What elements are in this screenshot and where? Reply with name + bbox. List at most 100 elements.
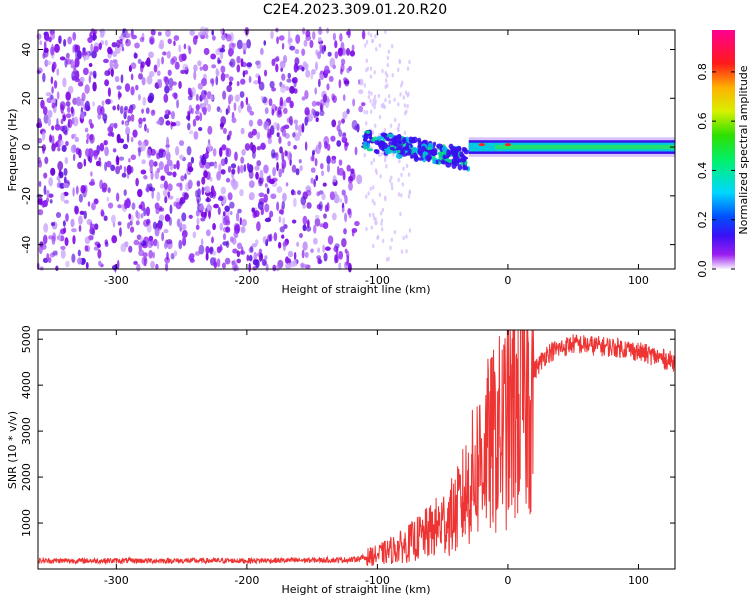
spectrogram-cell [91, 202, 96, 211]
spectrogram-cell [463, 149, 470, 155]
spectrogram-cell [346, 67, 350, 74]
spectrogram-cell [388, 99, 391, 105]
spectrogram-cell [263, 69, 268, 77]
spectrogram-cell [375, 220, 378, 225]
spectrogram-cell [226, 134, 230, 141]
x-tick-label: 100 [628, 274, 649, 287]
spectrogram-cell [52, 232, 57, 242]
spectrogram-cell [340, 68, 343, 75]
spectrogram-cell [370, 91, 373, 96]
spectrogram-cell [397, 192, 401, 197]
spectrogram-cell [65, 140, 69, 147]
spectrogram-cell [374, 168, 378, 173]
spectrogram-cell [49, 134, 52, 143]
spectrogram-cell [207, 211, 212, 218]
spectrogram-cell [90, 178, 95, 186]
spectrogram-cell [378, 114, 382, 120]
spectrogram-cell [166, 239, 173, 245]
spectrogram-cell [254, 165, 260, 171]
spectrogram-cell [127, 115, 132, 122]
spectrogram-cell [265, 263, 269, 272]
spectrogram-cell [276, 36, 280, 45]
spectrogram-cell [227, 165, 232, 173]
spectrogram-cell [203, 170, 208, 179]
spectrogram-cell [103, 58, 109, 64]
spectrogram-cell [318, 201, 323, 212]
spectrogram-cell [287, 72, 292, 79]
spectrogram-cell [36, 69, 41, 75]
spectrogram-cell [105, 98, 111, 105]
spectrogram-cell [315, 144, 321, 155]
spectrogram-cell [209, 176, 213, 182]
spectrogram-cell [278, 168, 283, 178]
spectrogram-cell [306, 202, 312, 209]
spectrogram-cell [67, 36, 73, 45]
spectrogram-cell [386, 62, 389, 68]
spectrogram-cell [239, 91, 245, 98]
spectrogram-cell [385, 164, 388, 169]
spectrogram-cell [87, 37, 93, 43]
spectrogram-cell [430, 152, 437, 157]
snr-panel: -300 -200 -100 0 100 1000 2000 3000 4000 5000 He… [6, 325, 676, 596]
spectrogram-y-label: Frequency (Hz) [6, 109, 19, 192]
spectrogram-cell [225, 108, 229, 116]
spectrogram-cell [129, 220, 133, 226]
spectrogram-cell [349, 171, 356, 181]
spectrogram-cell [343, 228, 347, 235]
spectrogram-cell [176, 99, 179, 109]
spectrogram-cell [293, 119, 299, 124]
spectrogram-cell [260, 95, 264, 101]
spectrogram-cell [372, 212, 375, 217]
spectrogram-cell [248, 169, 254, 179]
spectrogram-cell [406, 66, 410, 71]
spectrogram-cell [213, 257, 217, 267]
spectrogram-cell [341, 118, 346, 124]
spectrogram-cell [205, 33, 209, 39]
spectrogram-cell [234, 94, 240, 103]
spectrogram-cell [236, 55, 241, 64]
spectrogram-cell [351, 44, 355, 52]
spectrogram-cell [216, 106, 221, 112]
spectrogram-cell [154, 227, 160, 237]
spectrogram-cell [63, 176, 67, 184]
spectrogram-cell [188, 87, 193, 97]
spectrogram-cell [175, 197, 180, 203]
spectrogram-cell [155, 263, 159, 270]
spectrogram-cell [124, 121, 129, 128]
spectrogram-cell [186, 145, 192, 156]
spectrogram-cell [156, 191, 161, 202]
spectrogram-cell [89, 71, 93, 76]
spectrogram-cell [179, 182, 183, 191]
spectrogram-cell [158, 207, 165, 212]
spectrogram-cell [273, 232, 278, 242]
spectrogram-cell [106, 160, 112, 168]
spectrogram-cell [158, 148, 165, 154]
spectrogram-cell [343, 77, 348, 82]
spectrogram-cell [62, 125, 68, 134]
spectrogram-cell [86, 139, 89, 144]
spectrogram-cell [400, 193, 403, 198]
spectrogram-cell [145, 206, 151, 217]
spectrogram-cell [405, 234, 408, 239]
spectrogram-cell [382, 132, 388, 137]
spectrogram-cell [156, 70, 161, 76]
spectrogram-cell [220, 28, 224, 35]
spectrogram-cell [372, 157, 376, 163]
spectrogram-cell [38, 180, 42, 187]
spectrogram-cell [319, 74, 325, 81]
spectrogram-cell [204, 90, 208, 96]
spectrogram-cell [275, 63, 279, 73]
spectrogram-cell [369, 186, 372, 192]
spectrogram-cell [141, 256, 148, 266]
spectrogram-cell [231, 237, 237, 245]
spectrogram-cell [204, 97, 209, 106]
spectrogram-cell [363, 109, 366, 115]
spectrogram-cell [406, 104, 409, 109]
spectrogram-cell [397, 140, 402, 144]
spectrogram-cell [113, 122, 118, 129]
spectrogram-cell [169, 204, 173, 215]
spectrogram-cell [53, 80, 58, 89]
spectrogram-cell [384, 29, 387, 34]
spectrogram-cell [43, 114, 49, 124]
